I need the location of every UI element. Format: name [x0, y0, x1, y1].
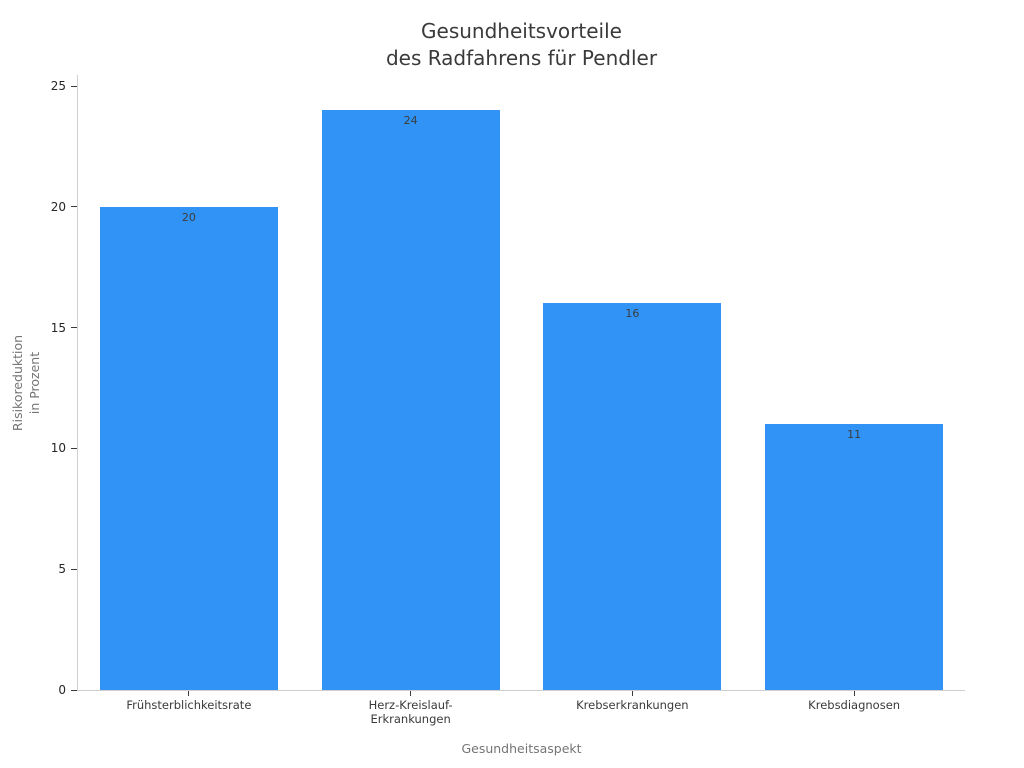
bar: 20 [99, 206, 278, 690]
bar-value-label: 11 [847, 428, 862, 442]
x-tick-mark [631, 691, 633, 696]
x-category-label: Frühsterblichkeitsrate [126, 698, 252, 712]
y-tick-label: 15 [50, 320, 66, 335]
y-axis-title: Risikoreduktion in Prozent [10, 334, 42, 432]
y-tick-mark [71, 206, 77, 208]
y-tick-mark [71, 327, 77, 329]
x-tick-mark [410, 691, 412, 696]
y-tick-label: 10 [50, 441, 66, 456]
x-axis-spine [77, 690, 965, 691]
bar: 11 [765, 424, 944, 690]
y-tick-mark [71, 689, 77, 691]
x-tick-mark [188, 691, 190, 696]
y-tick-mark [71, 85, 77, 87]
bar-value-label: 16 [625, 307, 640, 321]
plot-area: 0 5 10 15 20 25 20 Frühsterblichkeitsrate 24 Herz… [51, 75, 965, 726]
x-axis-title: Gesundheitsaspekt [461, 741, 582, 756]
y-tick-label: 5 [58, 562, 66, 577]
bar-value-label: 24 [403, 114, 418, 128]
bar: 24 [321, 110, 500, 690]
x-category-label: Krebserkrankungen [576, 698, 689, 712]
x-category-label: Herz-Kreislauf- Erkrankungen [368, 698, 453, 726]
bar-value-label: 20 [181, 210, 196, 224]
x-category-label: Krebsdiagnosen [808, 698, 901, 712]
x-tick-mark [853, 691, 855, 696]
y-tick-label: 0 [58, 683, 66, 697]
bar: 16 [543, 303, 722, 690]
y-axis-spine [77, 75, 78, 690]
y-tick-label: 20 [50, 199, 66, 214]
y-tick-mark [71, 568, 77, 570]
y-tick-mark [71, 447, 77, 449]
chart-title: Gesundheitsvorteile des Radfahrens für P… [385, 19, 658, 70]
y-tick-label: 25 [50, 79, 66, 93]
